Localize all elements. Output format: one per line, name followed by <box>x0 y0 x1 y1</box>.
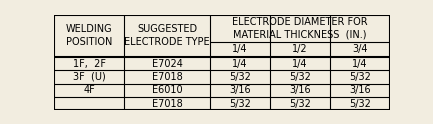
Text: 3/16: 3/16 <box>289 85 310 95</box>
Text: 4F: 4F <box>83 85 95 95</box>
Text: WELDING
POSITION: WELDING POSITION <box>66 24 113 47</box>
Text: 1/4: 1/4 <box>352 59 368 69</box>
Text: 5/32: 5/32 <box>289 72 311 82</box>
Text: 5/32: 5/32 <box>289 99 311 109</box>
Text: 3F  (U): 3F (U) <box>73 72 106 82</box>
Text: 1/4: 1/4 <box>232 59 248 69</box>
Text: 5/32: 5/32 <box>349 72 371 82</box>
Text: 5/32: 5/32 <box>229 72 251 82</box>
Text: E7018: E7018 <box>152 99 182 109</box>
Text: E7018: E7018 <box>152 72 182 82</box>
Text: 3/16: 3/16 <box>229 85 251 95</box>
Text: ELECTRODE DIAMETER FOR
MATERIAL THICKNESS  (IN.): ELECTRODE DIAMETER FOR MATERIAL THICKNES… <box>232 17 368 40</box>
Text: 5/32: 5/32 <box>229 99 251 109</box>
Text: 5/32: 5/32 <box>349 99 371 109</box>
Text: 3/4: 3/4 <box>352 45 368 54</box>
Text: 3/16: 3/16 <box>349 85 371 95</box>
Text: E6010: E6010 <box>152 85 182 95</box>
Text: 1F,  2F: 1F, 2F <box>73 59 106 69</box>
Text: E7024: E7024 <box>152 59 182 69</box>
Text: 1/4: 1/4 <box>232 45 248 54</box>
Text: 1/4: 1/4 <box>292 59 307 69</box>
Text: SUGGESTED
ELECTRODE TYPE: SUGGESTED ELECTRODE TYPE <box>124 24 210 47</box>
Text: 1/2: 1/2 <box>292 45 307 54</box>
